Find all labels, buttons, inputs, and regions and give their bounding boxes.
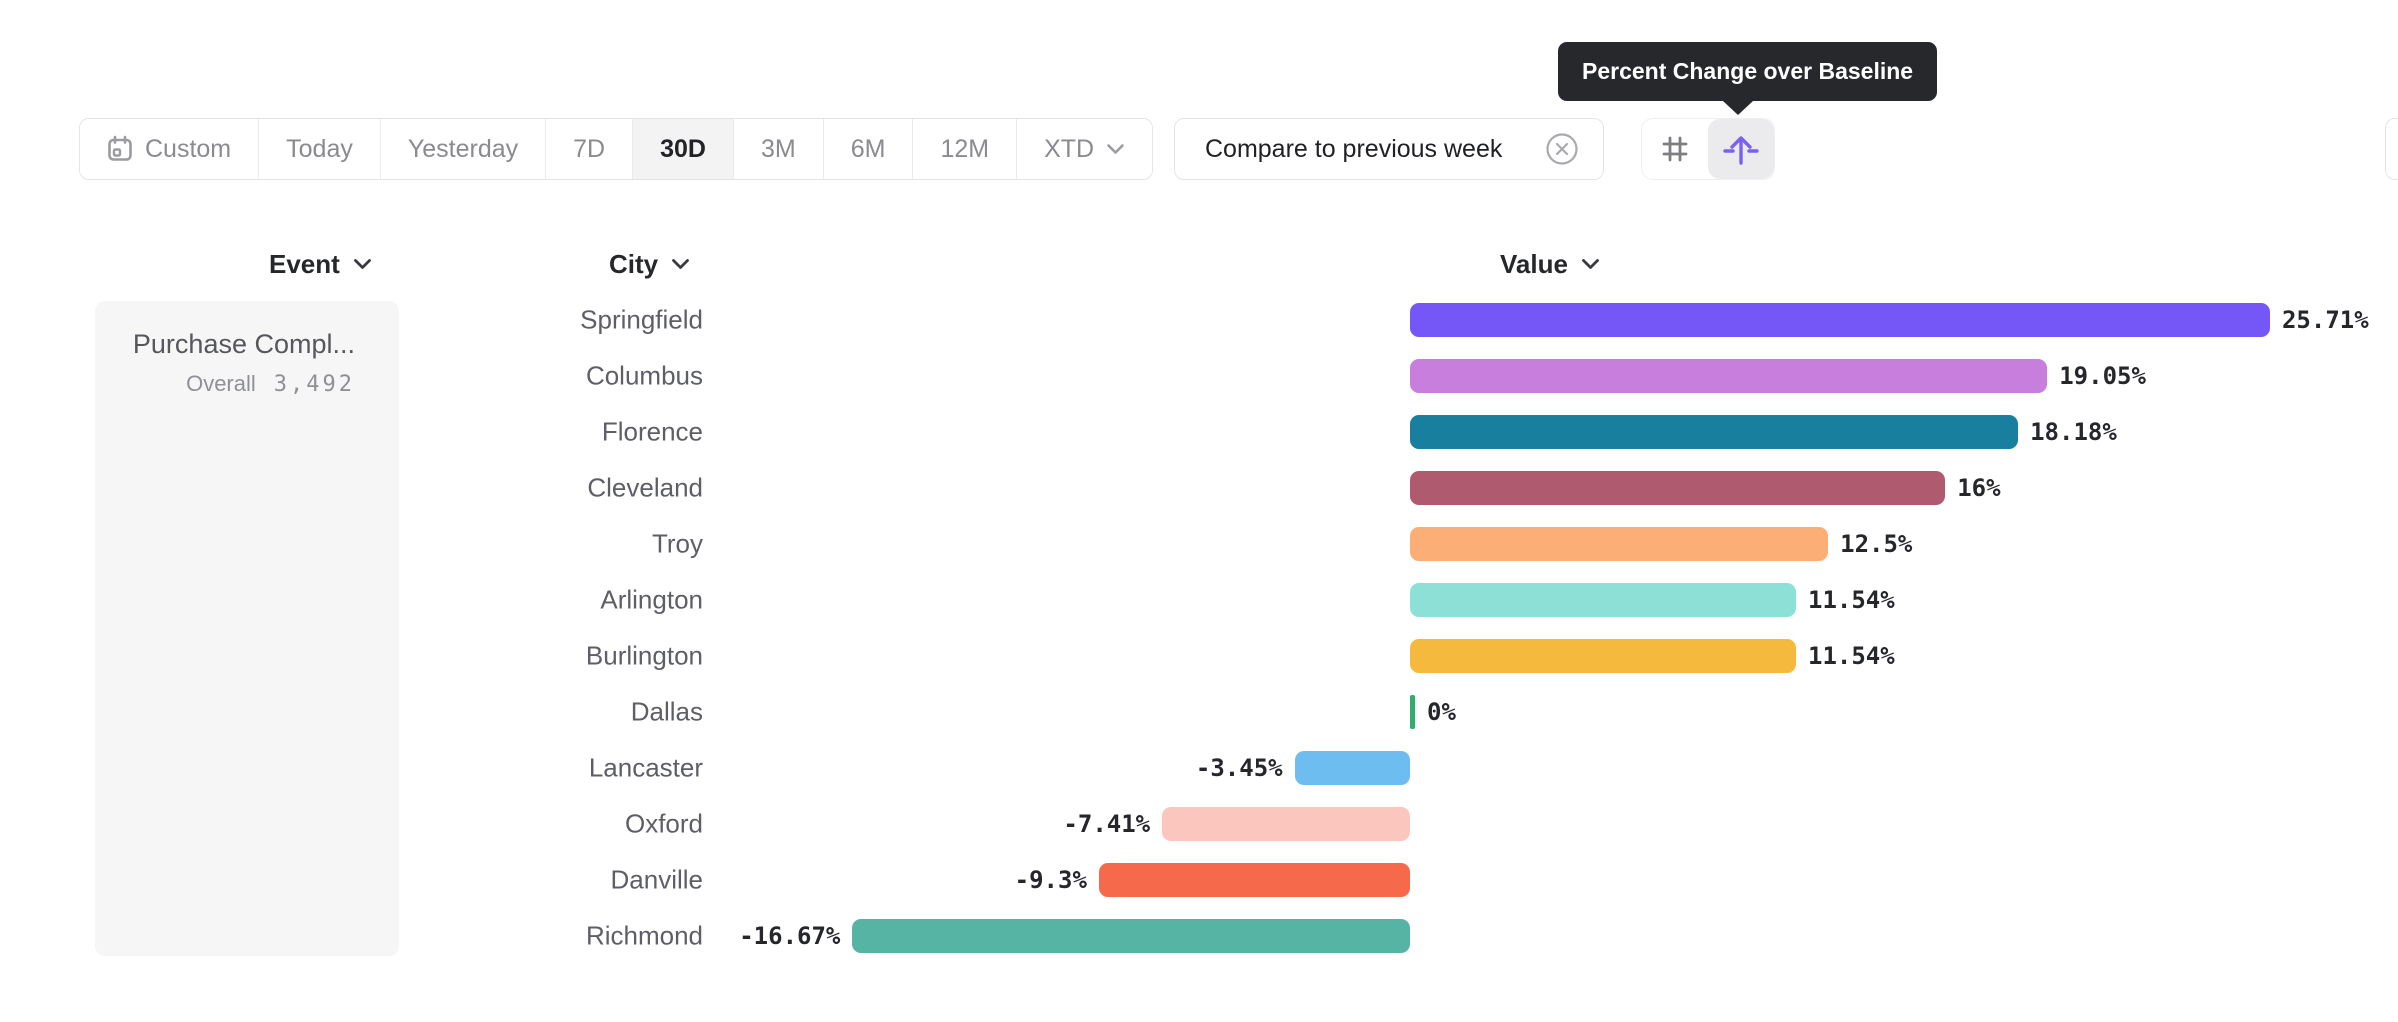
date-range-label: Yesterday — [407, 134, 519, 163]
chart-row: Richmond -16.67% — [0, 908, 2398, 964]
date-range-button-yesterday[interactable]: Yesterday — [380, 119, 547, 179]
event-metric-label: Overall — [186, 371, 256, 396]
compare-to-previous-week-button[interactable]: Compare to previous week — [1174, 118, 1604, 180]
date-range-button-6m[interactable]: 6M — [823, 119, 914, 179]
bar[interactable] — [1410, 527, 1829, 561]
bar[interactable] — [1410, 471, 1946, 505]
city-label: Oxford — [624, 808, 703, 839]
column-header-city[interactable]: City — [609, 247, 690, 281]
city-label: Troy — [651, 528, 703, 559]
city-label: Lancaster — [588, 752, 703, 783]
date-range-label: 30D — [660, 134, 706, 163]
chevron-down-icon — [671, 258, 690, 270]
column-header-label: Value — [1500, 248, 1568, 279]
date-range-label: Today — [286, 134, 353, 163]
chevron-down-icon — [353, 258, 372, 270]
hash-icon — [1659, 133, 1691, 165]
city-label: Cleveland — [587, 472, 703, 503]
bar[interactable] — [1410, 303, 2270, 337]
chart-row: Troy 12.5% — [0, 516, 2398, 572]
bar[interactable] — [852, 919, 1410, 953]
column-header-label: Event — [269, 248, 340, 279]
bar-value-label: -3.45% — [1195, 754, 1283, 782]
chart-row: Dallas 0% — [0, 684, 2398, 740]
bar-value-label: -16.67% — [739, 922, 841, 950]
bar[interactable] — [1410, 583, 1796, 617]
date-range-label: 12M — [940, 134, 990, 163]
chevron-down-icon — [1581, 258, 1600, 270]
city-label: Columbus — [585, 360, 703, 391]
city-label: Springfield — [580, 304, 703, 335]
tooltip-text: Percent Change over Baseline — [1582, 58, 1914, 84]
chart-row: Springfield 25.71% — [0, 292, 2398, 348]
percent-change-baseline-icon — [1723, 131, 1759, 167]
chart-row: Florence 18.18% — [0, 404, 2398, 460]
chart-row: Arlington 11.54% — [0, 572, 2398, 628]
chart-row: Lancaster -3.45% — [0, 740, 2398, 796]
date-range-label: XTD — [1044, 134, 1095, 163]
bar-value-label: 12.5% — [1840, 530, 1913, 558]
chart-row: Oxford -7.41% — [0, 796, 2398, 852]
column-header-label: City — [609, 248, 659, 279]
bar-value-label: -9.3% — [1014, 866, 1087, 894]
bar-value-label: 11.54% — [1808, 586, 1895, 614]
bar-value-label: 19.05% — [2059, 362, 2146, 390]
date-range-label: 7D — [573, 134, 606, 163]
bar-value-label: 18.18% — [2030, 418, 2117, 446]
city-label: Arlington — [600, 584, 703, 615]
event-metric: Overall 3,492 — [186, 371, 355, 397]
date-range-label: 6M — [850, 134, 886, 163]
date-range-button-custom[interactable]: Custom — [80, 119, 260, 179]
bar[interactable] — [1294, 751, 1410, 785]
bar-value-label: 25.71% — [2281, 306, 2369, 334]
date-range-label: 3M — [760, 134, 796, 163]
city-label: Burlington — [585, 640, 703, 671]
view-mode-grid-button[interactable] — [1642, 119, 1708, 179]
bar-value-label: -7.41% — [1063, 810, 1151, 838]
chart-row: Cleveland 16% — [0, 460, 2398, 516]
bar[interactable] — [1162, 807, 1410, 841]
bar-value-label: 11.54% — [1808, 642, 1895, 670]
bar[interactable] — [1410, 359, 2048, 393]
tooltip: Percent Change over Baseline — [1558, 42, 1938, 115]
city-label: Richmond — [585, 920, 703, 951]
chart-row: Burlington 11.54% — [0, 628, 2398, 684]
city-label: Florence — [601, 416, 703, 447]
compare-label: Compare to previous week — [1205, 134, 1503, 163]
date-range-button-12m[interactable]: 12M — [913, 119, 1018, 179]
tooltip-caret — [1723, 101, 1753, 115]
partial-button-right-edge[interactable] — [2385, 118, 2398, 180]
calendar-icon — [107, 135, 133, 163]
event-metric-value: 3,492 — [273, 372, 355, 397]
remove-comparison-icon[interactable] — [1545, 132, 1579, 166]
column-header-value[interactable]: Value — [1500, 247, 1600, 281]
bar-chart: Springfield 25.71% Columbus 19.05% Flore… — [0, 292, 2398, 964]
bar[interactable] — [1410, 415, 2019, 449]
chart-view-mode-toggle — [1641, 118, 1775, 180]
bar-value-label: 16% — [1957, 474, 2001, 502]
date-range-button-3m[interactable]: 3M — [733, 119, 824, 179]
chevron-down-icon — [1106, 143, 1125, 155]
bar[interactable] — [1410, 639, 1796, 673]
city-label: Dallas — [630, 696, 703, 727]
date-range-button-today[interactable]: Today — [259, 119, 381, 179]
city-label: Danville — [610, 864, 704, 895]
event-series-card[interactable]: Purchase Compl... Overall 3,492 — [95, 301, 399, 956]
bar[interactable] — [1410, 695, 1415, 729]
date-range-label: Custom — [145, 134, 232, 163]
date-range-button-30d[interactable]: 30D — [633, 119, 734, 179]
column-header-event[interactable]: Event — [269, 247, 372, 281]
chart-row: Danville -9.3% — [0, 852, 2398, 908]
date-range-group: Custom Today Yesterday 7D 30D 3M — [79, 118, 1154, 180]
date-range-button-xtd[interactable]: XTD — [1017, 119, 1153, 179]
event-title: Purchase Compl... — [132, 329, 355, 359]
date-range-button-7d[interactable]: 7D — [546, 119, 634, 179]
bar[interactable] — [1098, 863, 1410, 897]
bar-value-label: 0% — [1427, 698, 1456, 726]
chart-row: Columbus 19.05% — [0, 348, 2398, 404]
view-mode-percent-change-button[interactable] — [1708, 119, 1774, 179]
